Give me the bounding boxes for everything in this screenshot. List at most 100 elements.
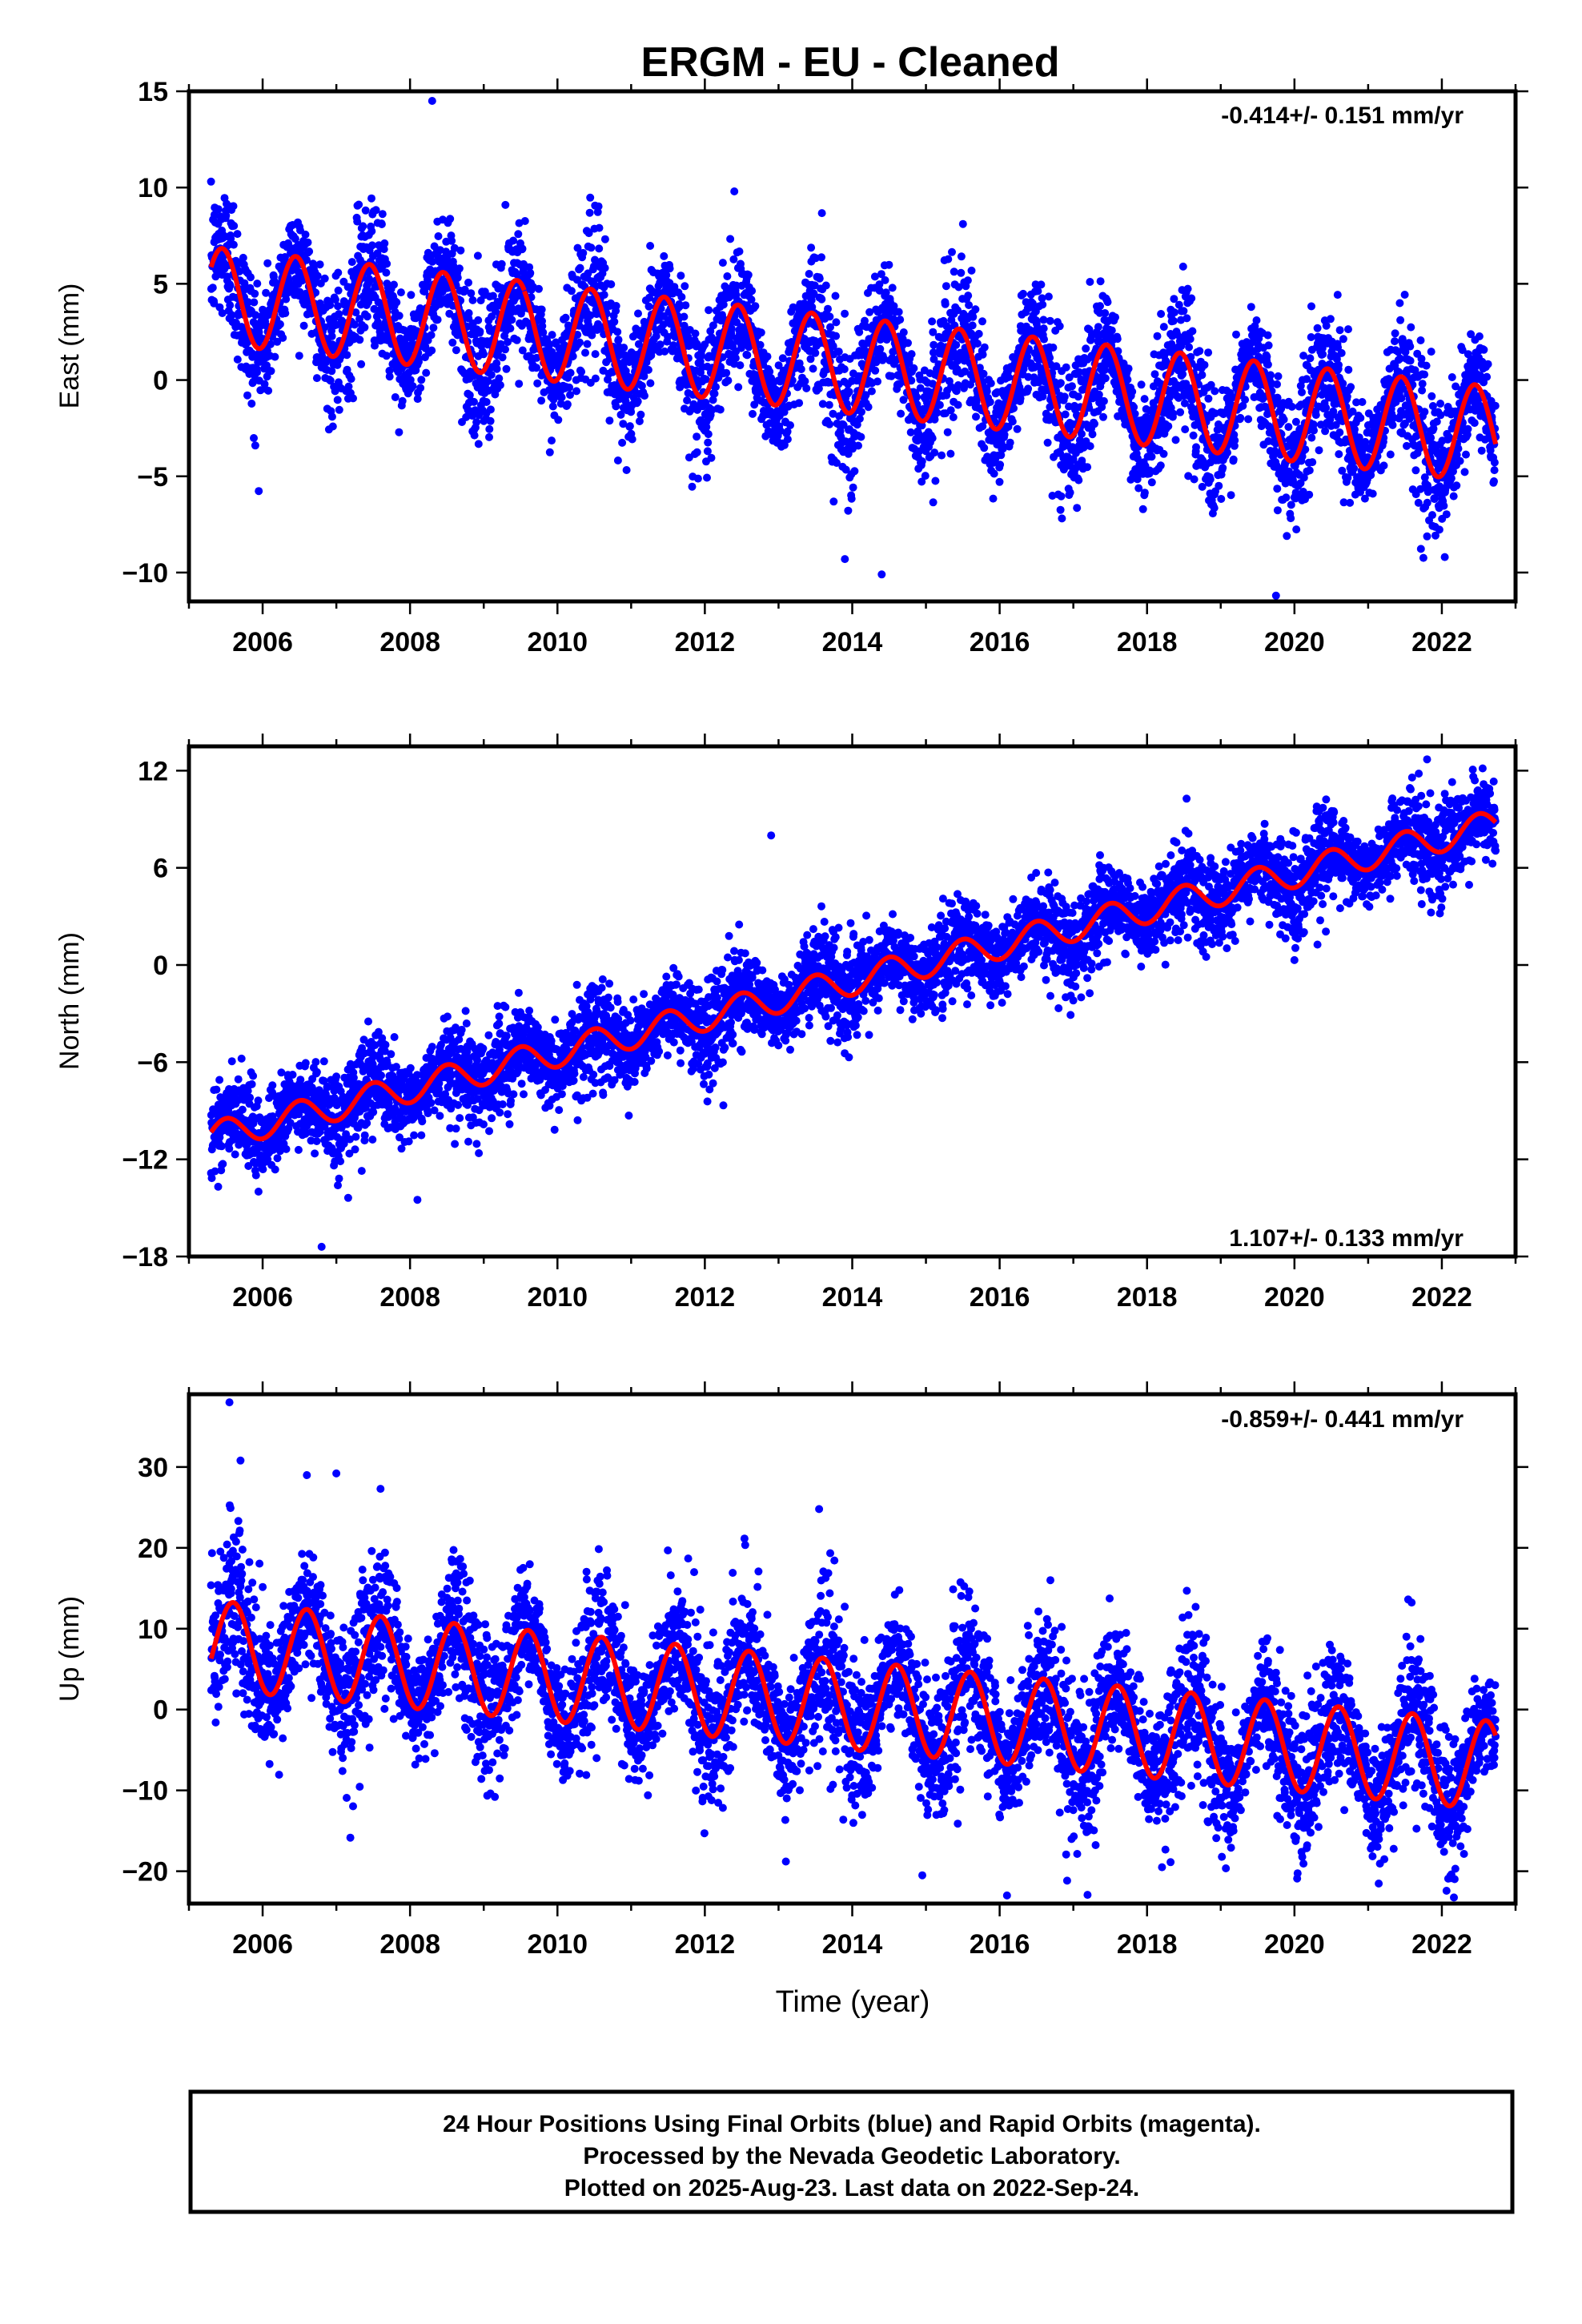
east-data-point [899,396,908,404]
east-data-point [1210,504,1219,513]
east-data-point [1150,370,1159,379]
east-data-point [873,377,881,386]
east-data-point [1307,433,1316,442]
east-data-point [548,331,556,340]
east-data-point [301,230,310,239]
east-data-point [227,235,235,243]
east-data-point [1291,417,1300,426]
east-data-point [395,428,404,436]
east-data-point [565,383,574,392]
east-data-point [1411,466,1420,475]
east-data-point [871,366,880,375]
east-data-point [888,283,897,292]
east-data-point [906,428,915,436]
east-data-point [583,340,592,348]
east-data-point [847,494,856,503]
east-data-point [474,316,483,324]
east-data-point [1078,429,1086,438]
east-data-point [1094,390,1103,399]
east-data-point [501,345,509,354]
east-data-point [867,387,876,396]
east-data-point [486,405,495,414]
east-data-point [267,367,275,376]
east-data-point [303,255,311,264]
east-data-point [1379,461,1388,470]
east-data-point [243,391,251,400]
east-data-point [535,284,543,293]
east-data-point [227,311,236,320]
east-data-point [327,367,336,376]
east-data-point [1013,424,1022,433]
east-panel: 2006 2008 2010 2012 2014 2016 2018 2020 2022 −10… [54,77,1528,657]
east-data-point [1068,382,1076,391]
east-data-point [917,457,926,465]
east-data-point [291,235,299,243]
east-data-point [691,329,700,338]
east-data-point [1090,420,1098,428]
east-data-point [1113,335,1122,344]
east-data-point [1346,498,1355,507]
east-data-point [935,400,944,409]
east-data-point [990,469,998,478]
east-data-point [928,434,937,443]
east-data-point [476,327,484,336]
east-data-point [1147,478,1156,487]
east-data-point [1038,300,1047,309]
east-data-point [681,282,689,291]
east-data-point [312,374,321,383]
east-data-point [1419,553,1427,562]
east-data-point [1056,379,1065,388]
east-data-point [710,389,719,398]
east-data-point [600,291,608,300]
east-data-point [537,305,546,314]
east-data-point [704,438,713,447]
east-data-point [628,435,636,444]
east-data-point [244,298,252,307]
east-data-point [1099,412,1107,421]
east-data-point [1416,336,1425,344]
east-data-point [1423,532,1431,541]
east-data-point [612,402,620,411]
east-data-point [703,473,711,482]
east-data-point [467,289,476,298]
east-data-point [963,276,972,285]
east-data-point [1171,436,1180,444]
east-data-point [1274,372,1283,380]
east-data-point [512,336,521,344]
east-data-point [612,302,620,310]
east-data-point [327,412,336,421]
east-data-point [1267,371,1275,380]
east-data-point [226,301,235,310]
east-data-point [1061,410,1070,419]
east-data-point [1396,316,1405,324]
east-data-point [361,206,370,215]
east-data-point [1395,299,1404,308]
east-data-point [533,379,542,388]
east-data-point [944,255,953,263]
east-data-point [646,242,655,250]
east-data-point [1263,352,1271,361]
east-data-point [492,359,501,368]
east-data-point [247,400,256,408]
east-data-point [1008,417,1017,426]
east-data-point [815,274,824,283]
east-data-point [532,364,540,372]
east-data-point [613,328,622,336]
east-data-point [907,350,916,359]
east-data-point [1282,493,1291,502]
east-data-point [427,331,436,340]
east-data-point [1347,383,1355,392]
east-data-point [1101,374,1110,383]
east-data-point [347,258,356,267]
east-data-point [295,352,303,360]
east-data-point [353,217,362,226]
east-data-point [1305,490,1314,499]
east-data-point [1308,458,1317,467]
east-data-point [693,432,701,441]
east-data-point [355,315,363,324]
east-data-point [802,384,811,392]
east-data-point [1273,380,1281,388]
east-data-point [832,332,841,340]
east-data-point [367,241,376,250]
